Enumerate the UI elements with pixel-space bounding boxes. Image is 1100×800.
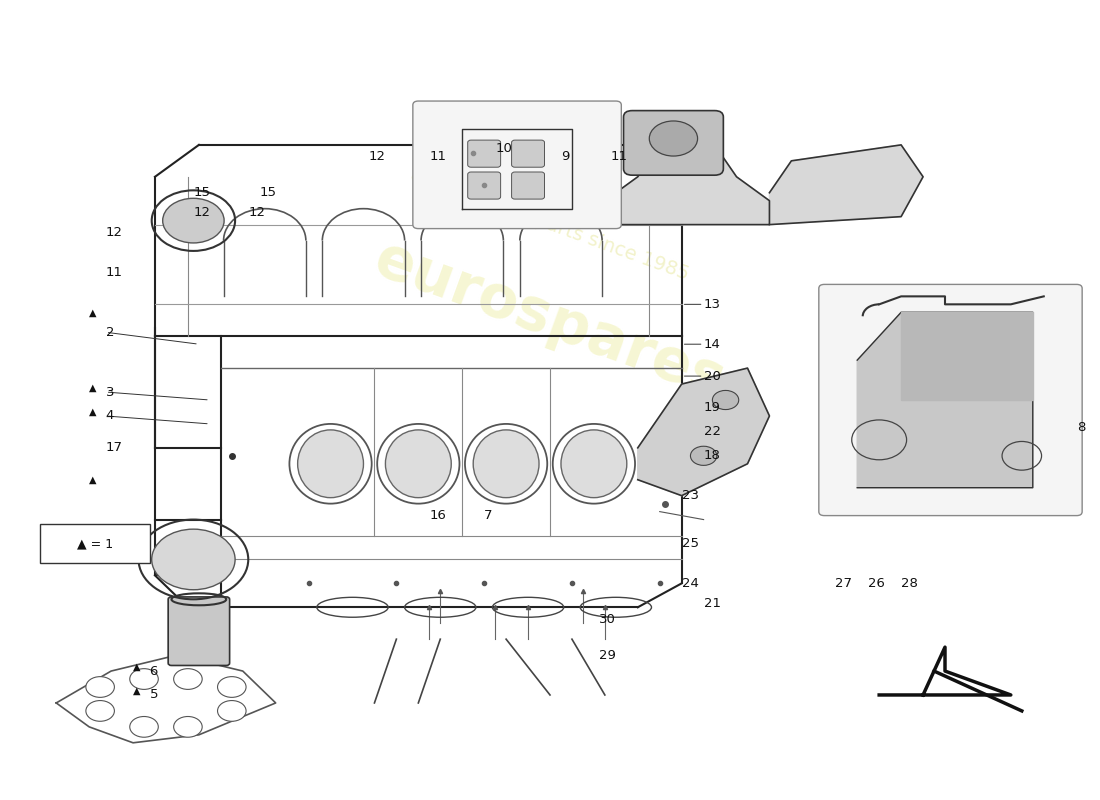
- Text: 26: 26: [868, 577, 886, 590]
- FancyBboxPatch shape: [168, 597, 230, 666]
- Text: 14: 14: [704, 338, 720, 350]
- Text: 25: 25: [682, 537, 698, 550]
- Text: 19: 19: [704, 402, 720, 414]
- Text: ▲: ▲: [89, 407, 97, 417]
- Text: ▲: ▲: [133, 662, 141, 672]
- Polygon shape: [901, 312, 1033, 400]
- Ellipse shape: [298, 430, 363, 498]
- Text: 20: 20: [704, 370, 720, 382]
- Text: 11: 11: [106, 266, 122, 279]
- Text: 11: 11: [610, 150, 627, 163]
- Circle shape: [86, 677, 114, 698]
- Circle shape: [691, 446, 717, 466]
- Polygon shape: [638, 368, 769, 496]
- Text: 12: 12: [194, 206, 210, 219]
- Text: 13: 13: [704, 298, 720, 311]
- Polygon shape: [857, 312, 1033, 488]
- Polygon shape: [605, 145, 769, 225]
- Text: 9: 9: [561, 150, 570, 163]
- Text: eurospares: eurospares: [367, 230, 733, 410]
- FancyBboxPatch shape: [40, 523, 150, 563]
- Text: 27: 27: [835, 577, 852, 590]
- Text: 12: 12: [106, 226, 122, 239]
- FancyBboxPatch shape: [412, 101, 622, 229]
- Text: 6: 6: [150, 665, 158, 678]
- Text: ▲: ▲: [89, 383, 97, 393]
- Ellipse shape: [385, 430, 451, 498]
- Circle shape: [218, 677, 246, 698]
- Text: 5: 5: [150, 689, 158, 702]
- Polygon shape: [769, 145, 923, 225]
- Text: 30: 30: [600, 613, 616, 626]
- Text: 23: 23: [682, 489, 698, 502]
- FancyBboxPatch shape: [512, 140, 544, 167]
- Ellipse shape: [561, 430, 627, 498]
- Text: 29: 29: [600, 649, 616, 662]
- Text: 3: 3: [106, 386, 114, 398]
- Text: 12: 12: [368, 150, 386, 163]
- Text: 8: 8: [1077, 422, 1085, 434]
- Circle shape: [713, 390, 739, 410]
- Text: 16: 16: [429, 509, 447, 522]
- Text: ▲: ▲: [89, 307, 97, 318]
- Text: 24: 24: [682, 577, 698, 590]
- Circle shape: [218, 701, 246, 722]
- Text: 2: 2: [106, 326, 114, 338]
- Text: 7: 7: [484, 509, 493, 522]
- FancyBboxPatch shape: [818, 285, 1082, 515]
- Circle shape: [649, 121, 697, 156]
- Text: ▲ = 1: ▲ = 1: [77, 537, 112, 550]
- Circle shape: [174, 669, 202, 690]
- Text: 28: 28: [901, 577, 918, 590]
- FancyBboxPatch shape: [468, 140, 500, 167]
- Text: 12: 12: [249, 206, 265, 219]
- Text: 17: 17: [106, 442, 122, 454]
- Circle shape: [130, 717, 158, 738]
- Text: 22: 22: [704, 426, 720, 438]
- Circle shape: [86, 701, 114, 722]
- Text: 11: 11: [429, 150, 447, 163]
- Text: ▲: ▲: [133, 686, 141, 696]
- FancyBboxPatch shape: [512, 172, 544, 199]
- Text: 21: 21: [704, 597, 720, 610]
- Text: 18: 18: [704, 450, 720, 462]
- Text: 15: 15: [260, 186, 276, 199]
- Text: 4: 4: [106, 410, 114, 422]
- Text: 15: 15: [194, 186, 210, 199]
- Circle shape: [163, 198, 224, 243]
- Text: ▲: ▲: [89, 474, 97, 485]
- FancyBboxPatch shape: [468, 172, 500, 199]
- Text: 10: 10: [495, 142, 512, 155]
- Circle shape: [130, 669, 158, 690]
- FancyBboxPatch shape: [624, 110, 724, 175]
- Ellipse shape: [473, 430, 539, 498]
- Polygon shape: [857, 655, 989, 703]
- Text: a passion for parts since 1985: a passion for parts since 1985: [408, 166, 692, 284]
- Circle shape: [174, 717, 202, 738]
- Circle shape: [152, 529, 235, 590]
